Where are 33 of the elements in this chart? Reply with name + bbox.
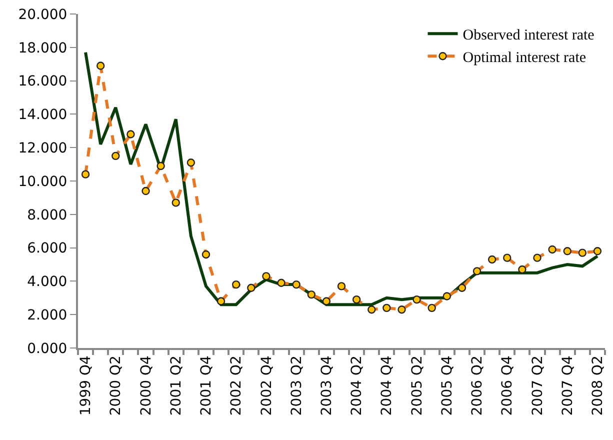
- y-tick-label: 10.000: [18, 174, 68, 190]
- x-tick-label: 2002 Q4: [258, 356, 275, 416]
- y-tick-label: 18.000: [18, 40, 68, 56]
- y-tick-label: 20.000: [18, 6, 68, 23]
- x-tick-label: 2000 Q4: [138, 356, 154, 416]
- x-tick-label: 2001 Q4: [198, 356, 215, 416]
- x-tick-label: 2001 Q2: [168, 356, 184, 416]
- x-tick-label: 2007 Q2: [530, 356, 546, 416]
- x-tick-label: 2008 Q2: [590, 356, 606, 416]
- x-tick-label: 2003 Q4: [318, 356, 335, 416]
- x-tick-label: 2000 Q2: [108, 356, 124, 416]
- y-tick-label: 4.000: [27, 274, 68, 290]
- legend-label: Observed interest rate: [462, 27, 595, 44]
- x-tick-label: 1999 Q4: [78, 356, 94, 416]
- x-tick-label: 2003 Q2: [288, 356, 305, 416]
- x-tick-label: 2005 Q2: [409, 356, 426, 416]
- x-tick-label: 2006 Q4: [500, 356, 516, 416]
- y-tick-label: 12.000: [18, 140, 68, 156]
- y-tick-label: 2.000: [27, 308, 68, 324]
- y-tick-label: 14.000: [18, 107, 68, 124]
- x-tick-label: 2004 Q4: [379, 356, 396, 416]
- x-tick-label: 2002 Q2: [228, 356, 245, 416]
- x-tick-label: 2007 Q4: [560, 356, 576, 416]
- point: [292, 280, 300, 289]
- y-tick-label: 8.000: [27, 207, 68, 224]
- x-tick-label: 2006 Q2: [470, 356, 486, 416]
- y-tick-label: 0.000: [27, 340, 68, 357]
- x-tick-label: 2005 Q4: [439, 356, 456, 416]
- x-tick-label: 2004 Q2: [349, 356, 366, 416]
- point: [307, 290, 316, 299]
- legend-label: Optimal interest rate: [462, 50, 586, 66]
- y-tick-label: 16.000: [18, 74, 68, 90]
- y-tick-label: 6.000: [27, 240, 68, 257]
